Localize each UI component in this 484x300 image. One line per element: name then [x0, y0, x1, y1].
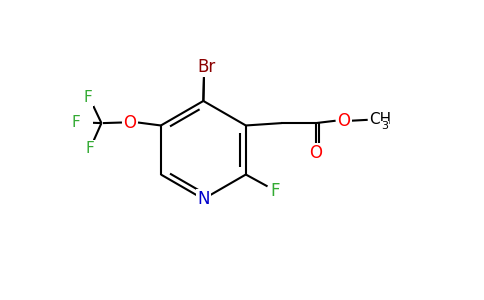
Text: O: O: [123, 113, 136, 131]
Text: Br: Br: [197, 58, 215, 76]
Text: CH: CH: [369, 112, 391, 127]
Text: O: O: [337, 112, 350, 130]
Text: F: F: [85, 141, 94, 156]
Text: O: O: [309, 144, 322, 162]
Text: F: F: [84, 90, 92, 105]
Text: 3: 3: [382, 122, 389, 131]
Text: F: F: [271, 182, 280, 200]
Text: F: F: [72, 115, 80, 130]
Text: N: N: [197, 190, 210, 208]
